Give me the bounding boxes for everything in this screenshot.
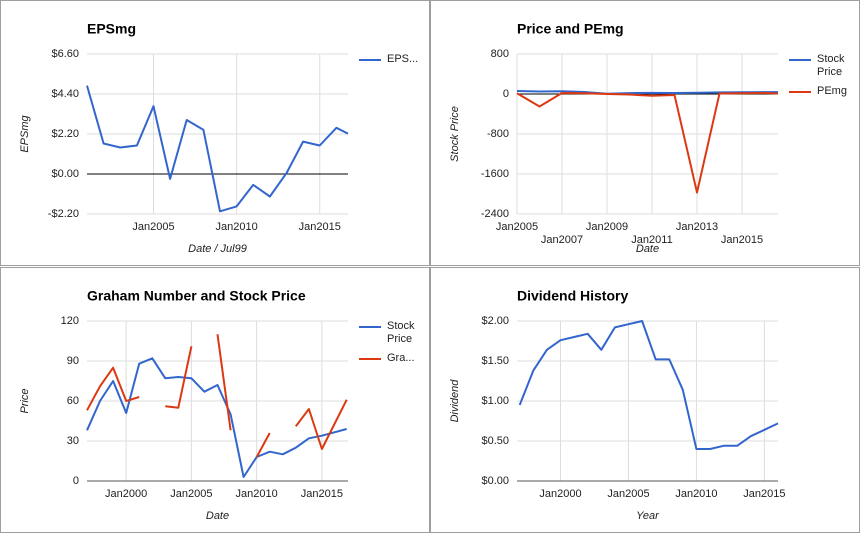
y-tick-label: 0: [503, 88, 509, 100]
x-axis-title: Date: [636, 243, 659, 255]
x-tick-label: Jan2005: [170, 488, 212, 500]
legend-entry: Gra...: [359, 352, 437, 365]
y-tick-label: 800: [491, 48, 509, 60]
x-tick-label: Jan2005: [607, 488, 649, 500]
y-tick-label: -2400: [481, 208, 509, 220]
chart: Dividend History Year Dividend $2.00 $1.50 $1…: [449, 288, 786, 522]
chart-title: Dividend History: [517, 288, 628, 304]
legend-label: EPS...: [387, 53, 419, 65]
x-tick-label: Jan2005: [132, 221, 174, 233]
y-tick-label: $0.00: [51, 168, 79, 180]
y-tick-label: 120: [61, 315, 79, 327]
panel: Graham Number and Stock Price Date Price 12…: [0, 267, 430, 533]
y-tick-label: $1.00: [481, 395, 509, 407]
chart-title: EPSmg: [87, 21, 136, 37]
series-line: [86, 85, 349, 213]
legend-swatch: [359, 326, 381, 328]
y-axis-title: EPSmg: [19, 114, 31, 152]
legend-swatch: [359, 59, 381, 61]
x-tick-label: Jan2013: [676, 221, 718, 233]
legend-entry: PEmg: [789, 85, 861, 98]
chart-title: Graham Number and Stock Price: [87, 288, 306, 304]
x-tick-label: Jan2015: [301, 488, 343, 500]
x-tick-label: Jan2010: [675, 488, 717, 500]
y-tick-label: $0.50: [481, 435, 509, 447]
y-tick-label: -1600: [481, 168, 509, 180]
x-axis-title: Date / Jul99: [188, 243, 247, 255]
legend-entry: Stock Price: [789, 53, 861, 79]
y-tick-label: -$2.20: [48, 208, 79, 220]
y-tick-label: 60: [67, 395, 79, 407]
x-tick-label: Jan2005: [496, 221, 538, 233]
legend-swatch: [789, 91, 811, 93]
panel: Price and PEmg Date Stock Price 800 0 -800 -16…: [430, 0, 860, 266]
x-tick-label: Jan2000: [105, 488, 147, 500]
chart: EPSmg Date / Jul99 EPSmg $6.60 $4.40 $2.20 $0.…: [19, 21, 349, 255]
y-axis-title: Price: [19, 388, 31, 413]
y-axis-title: Dividend: [449, 379, 461, 423]
series-line: [516, 92, 779, 194]
y-tick-label: $1.50: [481, 355, 509, 367]
y-axis-title: Stock Price: [449, 106, 461, 162]
y-tick-label: $4.40: [51, 88, 79, 100]
legend-label: PEmg: [817, 85, 847, 97]
chart: Price and PEmg Date Stock Price 800 0 -800 -16…: [449, 21, 779, 255]
legend-label: Stock Price: [387, 320, 415, 345]
legend: Stock Price Gra...: [359, 320, 437, 371]
series-line: [518, 320, 779, 450]
x-axis-title: Year: [636, 510, 660, 522]
y-tick-label: $2.20: [51, 128, 79, 140]
x-tick-label: Jan2009: [586, 221, 628, 233]
chart-title: Price and PEmg: [517, 21, 624, 37]
x-tick-label: Jan2011: [631, 234, 672, 246]
panel: EPSmg Date / Jul99 EPSmg $6.60 $4.40 $2.20 $0.…: [0, 0, 430, 266]
legend-swatch: [359, 358, 381, 360]
x-tick-label: Jan2015: [743, 488, 785, 500]
x-tick-label: Jan2000: [539, 488, 581, 500]
y-tick-label: 30: [67, 435, 79, 447]
y-tick-label: $0.00: [481, 475, 509, 487]
y-tick-label: -800: [487, 128, 509, 140]
legend: EPS...: [359, 53, 437, 72]
legend-swatch: [789, 59, 811, 61]
legend-label: Gra...: [387, 352, 415, 364]
y-tick-label: $6.60: [51, 48, 79, 60]
y-tick-label: 0: [73, 475, 79, 487]
panel: Dividend History Year Dividend $2.00 $1.50 $1…: [430, 267, 860, 533]
chart: Graham Number and Stock Price Date Price 12…: [19, 288, 348, 522]
series-line: [86, 334, 348, 458]
series-line: [86, 357, 347, 478]
y-tick-label: $2.00: [481, 315, 509, 327]
legend: Stock Price PEmg: [789, 53, 861, 104]
x-tick-label: Jan2010: [216, 221, 258, 233]
y-tick-label: 90: [67, 355, 79, 367]
x-tick-label: Jan2015: [299, 221, 341, 233]
legend-entry: Stock Price: [359, 320, 437, 346]
x-axis-title: Date: [206, 510, 229, 522]
x-tick-label: Jan2007: [541, 234, 583, 246]
x-tick-label: Jan2015: [721, 234, 763, 246]
legend-label: Stock Price: [817, 53, 845, 78]
legend-entry: EPS...: [359, 53, 437, 66]
x-tick-label: Jan2010: [236, 488, 278, 500]
